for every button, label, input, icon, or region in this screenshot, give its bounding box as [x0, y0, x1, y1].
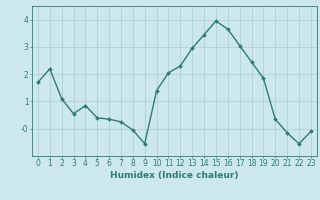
X-axis label: Humidex (Indice chaleur): Humidex (Indice chaleur) [110, 171, 239, 180]
